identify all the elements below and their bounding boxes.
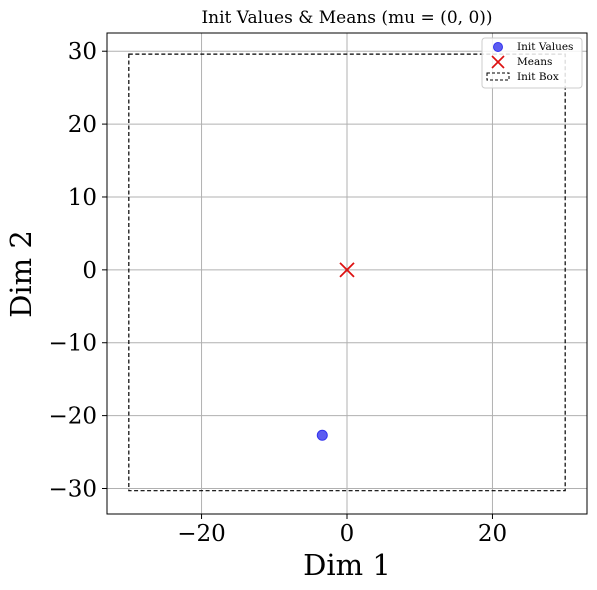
x-axis-ticks: −20 0 20 <box>177 514 507 547</box>
y-tick-label: 10 <box>68 185 97 211</box>
y-tick-label: 20 <box>68 112 97 138</box>
legend-frame <box>481 37 583 89</box>
legend: Init Values Means Init Box <box>481 37 583 89</box>
x-axis-label: Dim 1 <box>303 548 391 582</box>
grid-lines <box>107 33 587 514</box>
init-box-layer <box>128 53 566 492</box>
x-tick-label: 0 <box>340 521 355 547</box>
init-box <box>128 53 566 492</box>
legend-init-values-marker <box>493 42 503 52</box>
legend-init-box-marker <box>486 72 510 81</box>
legend-means-label: Means <box>517 56 552 68</box>
y-axis-ticks: −30 −20 −10 0 10 20 30 <box>48 39 107 502</box>
x-tick-label: −20 <box>177 521 226 547</box>
chart-title: Init Values & Means (mu = (0, 0)) <box>201 8 492 28</box>
y-tick-label: 0 <box>82 258 97 284</box>
init-value-point <box>316 429 328 441</box>
y-tick-label: −10 <box>48 331 97 357</box>
legend-init-values-label: Init Values <box>517 41 573 53</box>
y-tick-label: 30 <box>68 39 97 65</box>
y-tick-label: −20 <box>48 404 97 430</box>
mean-point <box>339 262 355 278</box>
y-axis-label: Dim 2 <box>4 230 38 318</box>
legend-init-box-label: Init Box <box>517 71 559 83</box>
y-tick-label: −30 <box>48 476 97 502</box>
points-layer <box>316 262 355 441</box>
x-tick-label: 20 <box>478 521 507 547</box>
legend-means-marker <box>491 55 505 69</box>
